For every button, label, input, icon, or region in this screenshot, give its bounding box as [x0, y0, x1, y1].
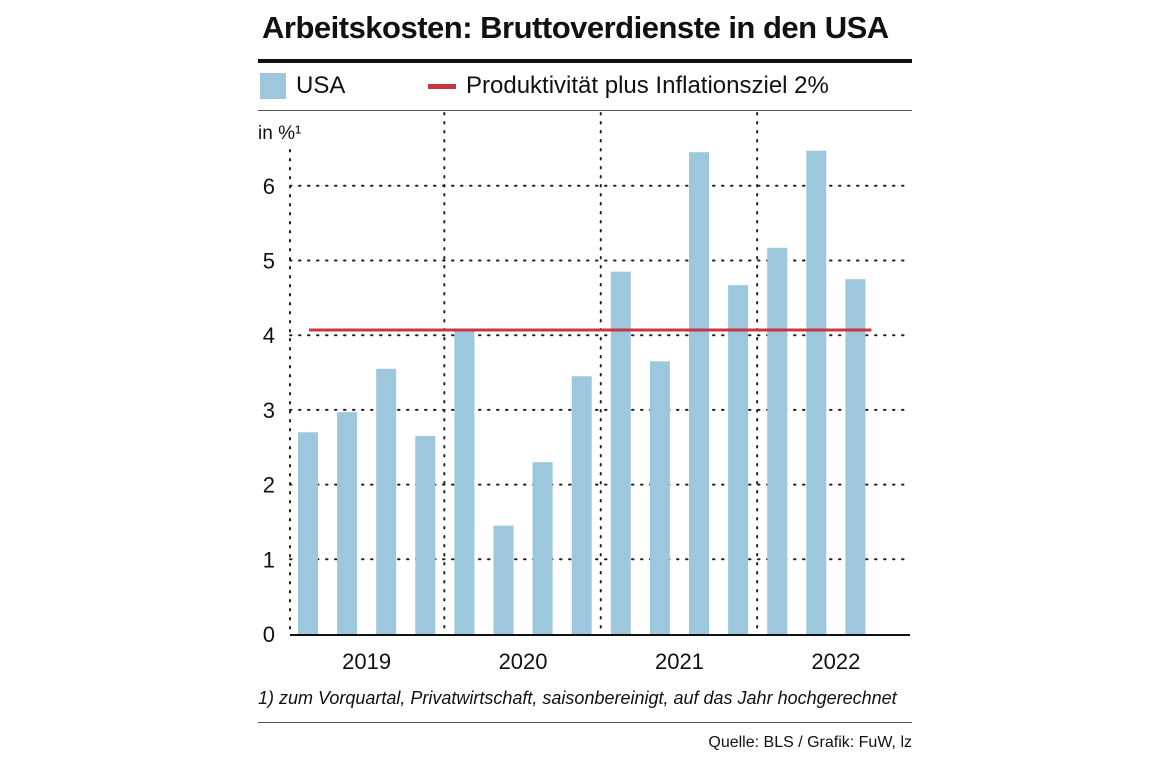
legend-item-target-line: Produktivität plus Inflationsziel 2% [428, 72, 829, 100]
legend-rule [258, 110, 912, 111]
bar-3 [376, 368, 397, 634]
bar-14 [806, 150, 827, 635]
x-group-label-2022: 2022 [811, 649, 860, 674]
bar-5 [454, 331, 475, 634]
legend-item-usa: USA [260, 72, 345, 100]
bar-15 [845, 279, 866, 634]
grid-layer [289, 112, 911, 635]
legend-swatch-target-line [428, 83, 456, 89]
bar-8 [571, 376, 592, 634]
bar-12 [728, 285, 749, 634]
bar-11 [689, 152, 709, 634]
bar-10 [649, 361, 670, 634]
bar-7 [532, 462, 553, 634]
bar-4 [415, 436, 436, 634]
legend-swatch-usa [260, 73, 286, 99]
y-tick-label-0: 0 [263, 622, 275, 647]
footnote: 1) zum Vorquartal, Privatwirtschaft, sai… [258, 688, 897, 708]
y-tick-label-4: 4 [263, 323, 275, 348]
x-group-label-2020: 2020 [499, 649, 548, 674]
y-tick-label-3: 3 [263, 398, 275, 423]
bars-layer [298, 150, 866, 635]
axis-layer [289, 149, 910, 636]
bar-13 [767, 247, 788, 634]
legend: USA Produktivität plus Inflationsziel 2% [258, 66, 912, 110]
y-tick-label-5: 5 [263, 249, 275, 274]
bar-2 [337, 412, 358, 634]
bar-9 [610, 271, 631, 634]
bar-1 [298, 432, 318, 634]
legend-label-target-line: Produktivität plus Inflationsziel 2% [466, 72, 829, 99]
y-tick-label-1: 1 [263, 547, 275, 572]
y-tick-label-2: 2 [263, 473, 275, 498]
title-rule [258, 59, 912, 63]
y-axis-unit-label: in %¹ [258, 123, 301, 144]
y-tick-label-6: 6 [263, 174, 275, 199]
legend-label-usa: USA [296, 72, 346, 99]
bar-6 [493, 525, 514, 634]
labels-layer: 0 1 2 3 4 5 6 in %¹ 2019 2020 2021 2022 [258, 123, 860, 674]
x-group-label-2019: 2019 [342, 649, 391, 674]
chart-title: Arbeitskosten: Bruttoverdienste in den U… [262, 10, 889, 45]
footnote-rule [258, 722, 912, 723]
source-credit: Quelle: BLS / Grafik: FuW, lz [708, 734, 912, 751]
x-group-label-2021: 2021 [655, 649, 704, 674]
